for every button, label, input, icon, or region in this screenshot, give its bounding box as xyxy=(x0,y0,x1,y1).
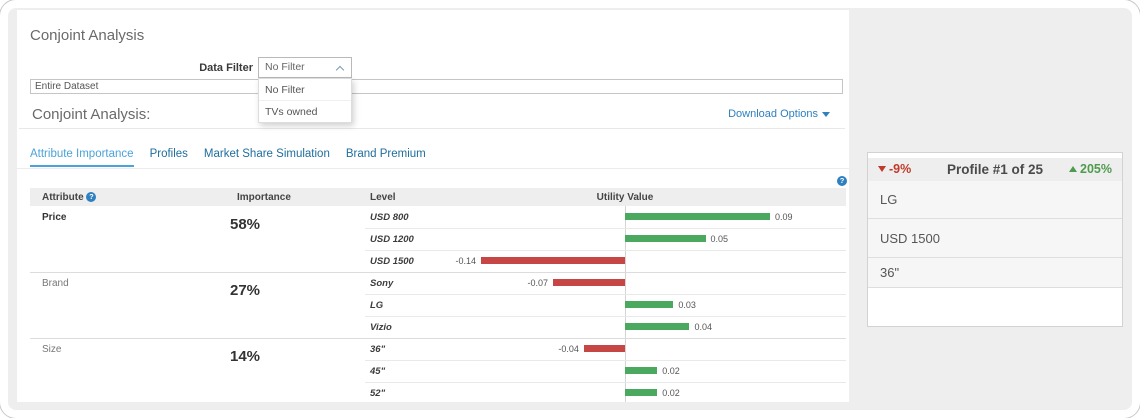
utility-value-lg: 0.03 xyxy=(678,300,696,310)
profile-title: Profile #1 of 25 xyxy=(946,162,1044,177)
profile-attribute-list: LG USD 1500 36" xyxy=(868,181,1122,288)
profile-attribute-row: LG xyxy=(868,181,1122,219)
utility-value-45: 0.02 xyxy=(662,366,680,376)
profile-card: -9% Profile #1 of 25 205% LG USD 1500 36" xyxy=(867,152,1123,327)
utility-bar-52 xyxy=(625,389,658,396)
section-title: Conjoint Analysis: xyxy=(32,106,151,123)
level-label-usd-800: USD 800 xyxy=(370,212,409,223)
profile-attribute-row: USD 1500 xyxy=(868,219,1122,258)
triangle-down-icon xyxy=(878,166,886,172)
utility-bar-usd-800 xyxy=(625,213,770,220)
utility-bar-vizio xyxy=(625,323,690,330)
utility-value-52: 0.02 xyxy=(662,388,680,398)
attribute-label-brand: Brand xyxy=(42,278,69,289)
utility-value-36: -0.04 xyxy=(558,344,579,354)
section-divider xyxy=(19,128,845,129)
column-header-importance: Importance xyxy=(237,192,291,203)
row-divider xyxy=(365,316,846,317)
column-header-utility-value: Utility Value xyxy=(596,192,654,203)
data-filter-selected-value: No Filter xyxy=(265,61,305,73)
utility-value-vizio: 0.04 xyxy=(694,322,712,332)
tab-bar: Attribute Importance Profiles Market Share… xyxy=(30,148,426,167)
utility-value-usd-1500: -0.14 xyxy=(455,256,476,266)
importance-value-brand: 27% xyxy=(230,282,261,299)
chevron-up-icon xyxy=(335,65,345,75)
row-divider xyxy=(365,228,846,229)
importance-value-price: 58% xyxy=(230,216,261,233)
group-divider xyxy=(30,272,846,273)
group-divider xyxy=(30,338,846,339)
tab-brand-premium[interactable]: Brand Premium xyxy=(345,148,426,160)
profile-loss-badge: -9% xyxy=(878,158,911,181)
attribute-label-size: Size xyxy=(42,344,62,355)
profile-slider xyxy=(868,286,1122,328)
utility-bar-usd-1200 xyxy=(625,235,706,242)
utility-value-usd-800: 0.09 xyxy=(775,212,793,222)
dataset-input[interactable] xyxy=(30,79,843,94)
zero-axis-line xyxy=(625,206,626,402)
level-label-usd-1500: USD 1500 xyxy=(370,256,414,267)
utility-bar-45 xyxy=(625,367,658,374)
level-label-45: 45" xyxy=(370,366,386,377)
download-options-link[interactable]: Download Options xyxy=(728,108,830,120)
level-label-52: 52" xyxy=(370,388,386,399)
utility-value-sony: -0.07 xyxy=(527,278,548,288)
data-filter-label: Data Filter xyxy=(199,62,253,74)
conjoint-analysis-card: Conjoint Analysis Data Filter No Filter … xyxy=(17,10,849,402)
dropdown-option-no-filter[interactable]: No Filter xyxy=(259,79,351,101)
utility-bar-lg xyxy=(625,301,674,308)
help-icon[interactable]: ? xyxy=(837,176,847,186)
level-label-sony: Sony xyxy=(370,278,394,289)
row-divider xyxy=(365,360,846,361)
utility-bar-sony xyxy=(553,279,625,286)
dropdown-option-tvs-owned[interactable]: TVs owned xyxy=(265,106,318,118)
page-title: Conjoint Analysis xyxy=(30,27,145,44)
tab-attribute-importance[interactable]: Attribute Importance xyxy=(30,148,134,167)
profile-attribute-row: 36" xyxy=(868,258,1122,288)
utility-bar-usd-1500 xyxy=(481,257,625,264)
level-label-usd-1200: USD 1200 xyxy=(370,234,414,245)
level-label-36: 36" xyxy=(370,344,386,355)
data-filter-select[interactable]: No Filter xyxy=(258,57,352,78)
row-divider xyxy=(365,382,846,383)
level-label-lg: LG xyxy=(370,300,384,311)
importance-value-size: 14% xyxy=(230,348,261,365)
profile-card-header: -9% Profile #1 of 25 205% xyxy=(868,158,1122,181)
utility-value-usd-1200: 0.05 xyxy=(710,234,729,244)
profile-gain-badge: 205% xyxy=(1069,158,1112,181)
column-header-level: Level xyxy=(370,192,396,203)
table-header-row: Attribute ? Importance Level Utility Val… xyxy=(30,188,846,206)
data-filter-dropdown: No Filter TVs owned xyxy=(258,78,352,123)
help-icon[interactable]: ? xyxy=(86,192,97,202)
tab-market-share-simulation[interactable]: Market Share Simulation xyxy=(203,148,330,160)
level-label-vizio: Vizio xyxy=(370,322,392,333)
download-options-label: Download Options xyxy=(728,108,818,120)
row-divider xyxy=(365,294,846,295)
utility-bar-36 xyxy=(583,345,625,352)
row-divider xyxy=(365,250,846,251)
caret-down-icon xyxy=(822,111,830,117)
column-header-attribute: Attribute ? xyxy=(42,192,97,203)
attribute-label-price: Price xyxy=(42,212,67,223)
tab-bar-underline xyxy=(17,168,849,169)
tab-profiles[interactable]: Profiles xyxy=(149,148,188,160)
triangle-up-icon xyxy=(1069,166,1078,172)
